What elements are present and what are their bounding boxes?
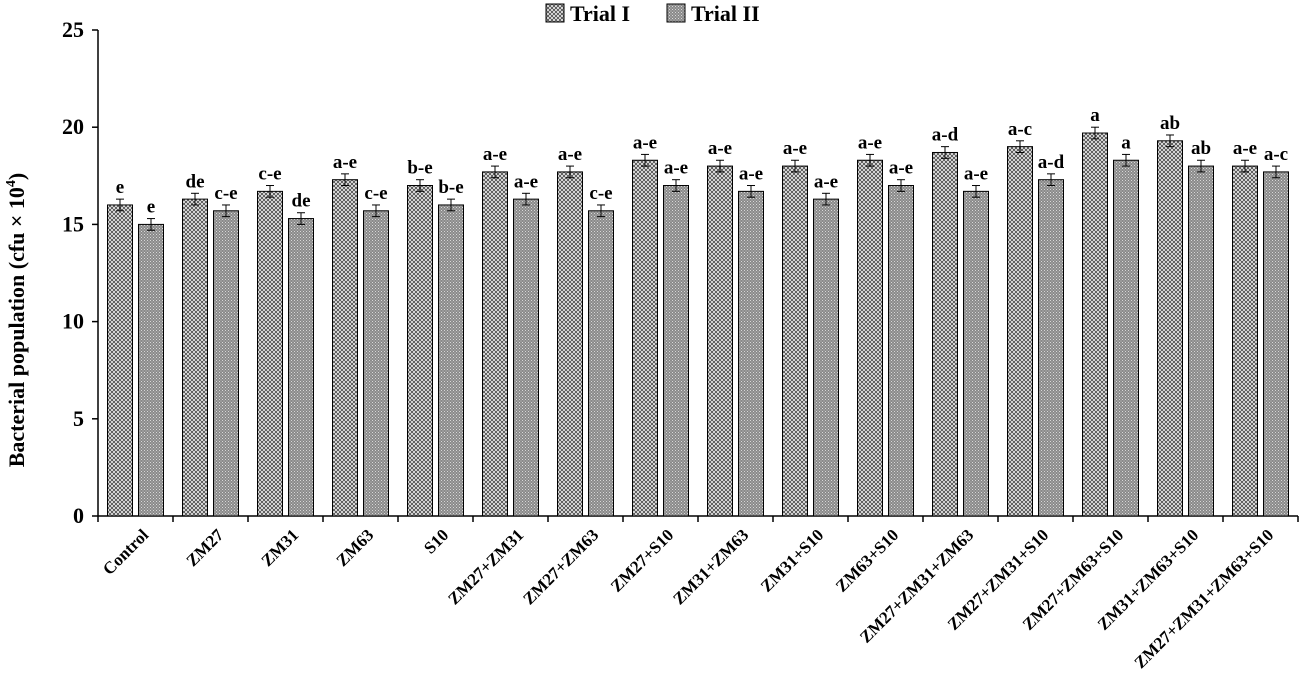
y-tick-label: 15 — [62, 211, 84, 236]
x-category-label: ZM27 — [183, 525, 228, 570]
significance-label: de — [186, 171, 205, 192]
significance-label: c-e — [258, 164, 281, 185]
plot-area: 0 5 10 15 20 25 e e Control de c-e ZM27 c-e de ZM31 a-e… — [62, 17, 1299, 672]
significance-label: a-d — [932, 125, 959, 146]
significance-label: b-e — [438, 177, 463, 198]
bar — [663, 185, 689, 517]
bar — [213, 210, 239, 517]
y-axis-title-main: Bacterial population (cfu × 10 — [4, 187, 29, 467]
significance-label: a-d — [1038, 152, 1065, 173]
significance-label: a-e — [783, 138, 807, 159]
significance-label: ab — [1160, 113, 1180, 134]
bar — [438, 204, 464, 517]
significance-label: a-e — [708, 138, 732, 159]
bar — [888, 185, 914, 517]
y-tick-label: 20 — [62, 114, 84, 139]
bar — [138, 223, 164, 517]
bar — [107, 204, 133, 517]
significance-label: b-e — [407, 158, 432, 179]
bar — [332, 179, 358, 517]
significance-label: a-e — [889, 158, 913, 179]
y-axis-title-superscript: 4 — [4, 180, 19, 187]
bar — [1082, 132, 1108, 517]
x-category-label: ZM27+ZM31 — [444, 525, 527, 608]
bar — [857, 159, 883, 517]
y-axis-title-close: ) — [4, 173, 29, 180]
significance-label: a-e — [514, 171, 538, 192]
significance-label: e — [116, 177, 124, 198]
x-category-label: Control — [99, 525, 152, 578]
bar — [782, 165, 808, 517]
significance-label: a-e — [483, 144, 507, 165]
x-category-label: ZM31 — [258, 525, 303, 570]
significance-label: a-e — [558, 144, 582, 165]
significance-label: a-e — [1233, 138, 1257, 159]
significance-label: a-e — [814, 171, 838, 192]
x-category-label: ZM27+ZM31+ZM63+S10 — [1130, 525, 1277, 672]
legend-label-trial-2: Trial II — [691, 1, 760, 26]
bar — [513, 198, 539, 517]
y-tick-label: 10 — [62, 309, 84, 334]
y-tick-label: 25 — [62, 17, 84, 42]
bar — [707, 165, 733, 517]
significance-label: a-e — [633, 132, 657, 153]
significance-label: c-e — [214, 183, 237, 204]
y-axis-title: Bacterial population (cfu × 104) — [4, 173, 29, 468]
bar — [1232, 165, 1258, 517]
bar — [257, 190, 283, 517]
x-category-label: ZM31+ZM63 — [669, 525, 752, 608]
bar — [932, 151, 958, 517]
bar — [407, 185, 433, 517]
y-tick-label: 0 — [73, 503, 84, 528]
x-category-label: ZM31+S10 — [757, 525, 827, 595]
y-tick-label: 5 — [73, 406, 84, 431]
bar — [1157, 140, 1183, 517]
significance-label: ab — [1191, 138, 1211, 159]
bar — [738, 190, 764, 517]
bar — [963, 190, 989, 517]
significance-label: a-e — [333, 152, 357, 173]
significance-label: a-c — [1008, 119, 1032, 140]
bar — [813, 198, 839, 517]
significance-label: de — [292, 191, 311, 212]
significance-label: c-e — [364, 183, 387, 204]
x-category-label: S10 — [420, 525, 452, 557]
bar — [482, 171, 508, 517]
bar — [1263, 171, 1289, 517]
x-category-label: ZM27+S10 — [607, 525, 677, 595]
x-category-label: ZM63+S10 — [832, 525, 902, 595]
significance-label: a-e — [858, 132, 882, 153]
bar — [557, 171, 583, 517]
bar — [1113, 159, 1139, 517]
bar — [288, 218, 314, 517]
significance-label: a-e — [739, 164, 763, 185]
bar — [1038, 179, 1064, 517]
legend: Trial I Trial II — [545, 1, 760, 26]
bar — [182, 198, 208, 517]
significance-label: a-e — [964, 164, 988, 185]
bar — [632, 159, 658, 517]
bar — [1188, 165, 1214, 517]
significance-label: a — [1090, 105, 1100, 126]
x-category-label: ZM27+ZM63 — [519, 525, 602, 608]
significance-label: c-e — [589, 183, 612, 204]
bar — [588, 210, 614, 517]
legend-swatch-trial-2 — [666, 3, 686, 23]
bar — [1007, 146, 1033, 517]
bar — [363, 210, 389, 517]
significance-label: e — [147, 197, 155, 218]
legend-swatch-trial-1 — [545, 3, 565, 23]
significance-label: a-c — [1264, 144, 1288, 165]
x-category-label: ZM63 — [333, 525, 378, 570]
legend-label-trial-1: Trial I — [570, 1, 630, 26]
significance-label: a — [1121, 132, 1131, 153]
significance-label: a-e — [664, 158, 688, 179]
